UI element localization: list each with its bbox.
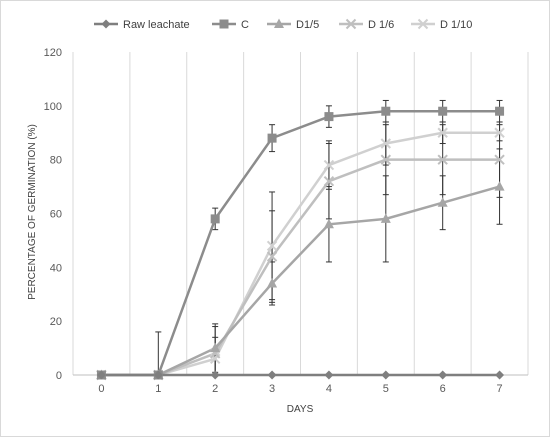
data-point: [437, 197, 448, 207]
legend-item: D1/5: [267, 18, 319, 31]
data-point: [495, 370, 505, 380]
data-point: [380, 138, 392, 149]
x-tick-label: 7: [497, 383, 503, 395]
x-axis-title: DAYS: [287, 404, 314, 415]
data-point: [381, 370, 391, 380]
series-line: [101, 185, 500, 377]
y-tick-labels: 0 20 40 60 80 100 120: [44, 47, 62, 382]
data-point: [323, 218, 334, 229]
y-tick-label: 40: [50, 262, 62, 274]
y-tick-label: 0: [56, 370, 62, 382]
y-tick-label: 100: [44, 101, 62, 113]
data-point: [324, 370, 334, 380]
x-tick-label: 2: [212, 383, 218, 395]
data-point: [267, 277, 278, 288]
data-point: [380, 154, 392, 165]
data-point: [494, 154, 505, 165]
legend-label: C: [241, 19, 249, 31]
x-tick-label: 3: [269, 383, 275, 395]
x-tick-label: 0: [98, 383, 104, 395]
data-point: [494, 181, 505, 191]
x-tick-labels: 0 1 2 3 4 5 6 7: [98, 383, 502, 395]
data-point: [153, 370, 163, 380]
legend-marker: [274, 18, 284, 28]
data-point: [266, 251, 278, 262]
data-point: [437, 154, 448, 165]
data-point: [438, 106, 448, 116]
grid-lines: [72, 52, 529, 376]
x-tick-label: 4: [326, 383, 332, 395]
data-point: [323, 159, 335, 171]
x-tick-label: 6: [440, 383, 446, 395]
legend-label: Raw leachate: [123, 19, 190, 31]
y-tick-label: 80: [50, 155, 62, 167]
y-axis-title: PERCENTAGE OF GERMINATION (%): [27, 124, 38, 300]
data-point: [210, 214, 220, 224]
data-point: [381, 106, 391, 116]
x-tick-label: 1: [155, 383, 161, 395]
data-point: [323, 175, 335, 187]
data-point: [494, 127, 505, 138]
y-tick-label: 120: [44, 47, 62, 59]
data-point: [210, 370, 220, 380]
legend-label: D1/5: [296, 19, 319, 31]
legend-item: C: [212, 19, 249, 31]
legend-label: D 1/10: [440, 19, 472, 31]
legend-item: D 1/10: [411, 18, 472, 31]
legend-item: Raw leachate: [94, 19, 190, 31]
legend-marker: [417, 18, 429, 30]
y-tick-label: 60: [50, 209, 62, 221]
data-point: [495, 106, 505, 116]
data-point: [267, 133, 277, 143]
series-markers: [96, 106, 505, 381]
legend-marker: [219, 19, 229, 29]
y-tick-label: 20: [50, 316, 62, 328]
data-point: [380, 213, 391, 223]
legend: Raw leachate C D1/5 D 1/6 D 1/10: [94, 18, 472, 31]
data-point: [437, 127, 448, 138]
data-point: [324, 112, 334, 122]
legend-item: D 1/6: [339, 18, 394, 31]
data-point: [438, 370, 448, 380]
x-tick-label: 5: [383, 383, 389, 395]
series-line: [101, 109, 500, 377]
data-point: [267, 370, 277, 380]
legend-marker: [101, 19, 111, 29]
data-point: [210, 342, 221, 353]
series-lines: [101, 109, 500, 377]
legend-marker: [345, 18, 357, 30]
data-point: [96, 370, 106, 380]
legend-label: D 1/6: [368, 19, 394, 31]
data-point: [266, 240, 278, 252]
